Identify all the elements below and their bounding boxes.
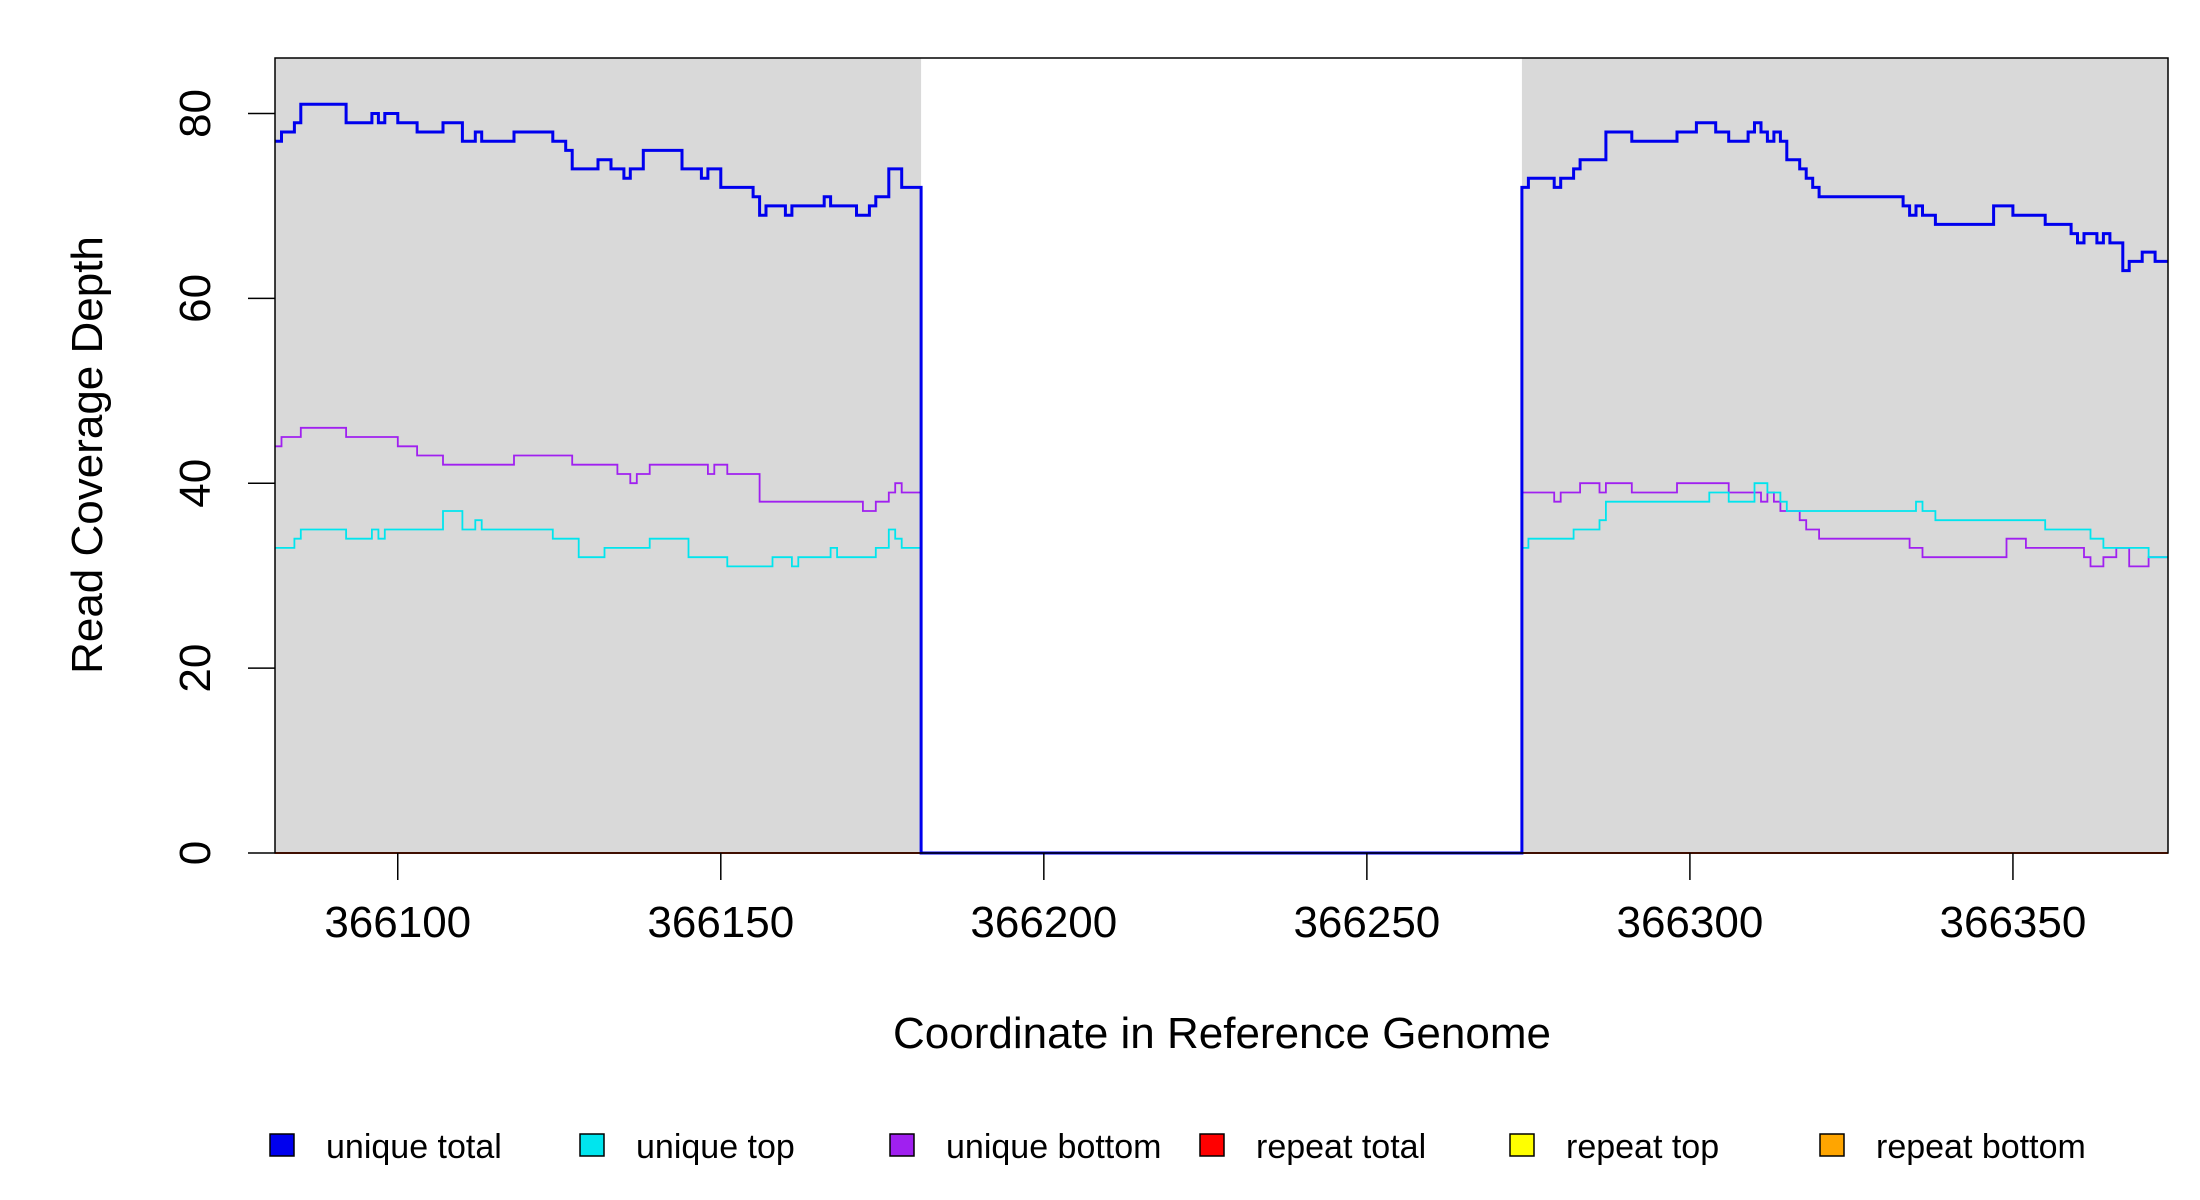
y-tick-label-3: 60	[171, 274, 220, 323]
x-tick-label-4: 366300	[1616, 898, 1763, 947]
y-tick-label-2: 40	[171, 459, 220, 508]
y-axis: 0 20 40 60 80	[171, 89, 275, 865]
x-tick-label-2: 366200	[970, 898, 1117, 947]
series-line-unique-bottom	[275, 426, 2168, 854]
legend: unique total unique top unique bottom repea…	[269, 1128, 2086, 1166]
x-axis: 366100 366150 366200 366250 366300 366350	[324, 853, 2086, 947]
x-tick-label-3: 366250	[1293, 898, 1440, 947]
shaded-region-1	[275, 58, 922, 853]
shaded-region-2	[1521, 58, 2168, 853]
legend-label-unique-total: unique total	[326, 1128, 502, 1166]
legend-label-repeat-bottom: repeat bottom	[1876, 1128, 2086, 1166]
series-line-unique-total	[275, 102, 2168, 855]
y-tick-label-4: 80	[171, 89, 220, 138]
legend-label-unique-top: unique top	[636, 1128, 795, 1166]
x-tick-label-5: 366350	[1940, 898, 2087, 947]
legend-swatch-repeat-top	[1509, 1133, 1535, 1157]
legend-label-repeat-top: repeat top	[1566, 1128, 1719, 1166]
plot-frame	[274, 57, 2169, 854]
legend-label-unique-bottom: unique bottom	[946, 1128, 1162, 1166]
legend-swatch-repeat-bottom	[1819, 1133, 1845, 1157]
y-axis-title: Read Coverage Depth	[63, 236, 112, 674]
x-tick-label-0: 366100	[324, 898, 471, 947]
legend-label-repeat-total: repeat total	[1256, 1128, 1426, 1166]
x-tick-label-1: 366150	[647, 898, 794, 947]
y-tick-label-1: 20	[171, 644, 220, 693]
y-tick-label-0: 0	[171, 841, 220, 865]
legend-swatch-unique-total	[269, 1133, 295, 1157]
series-line-unique-top	[275, 482, 2168, 854]
legend-swatch-unique-bottom	[889, 1133, 915, 1157]
legend-swatch-repeat-total	[1199, 1133, 1225, 1157]
x-axis-title: Coordinate in Reference Genome	[893, 1009, 1551, 1058]
legend-swatch-unique-top	[579, 1133, 605, 1157]
shaded-regions	[275, 58, 2168, 853]
